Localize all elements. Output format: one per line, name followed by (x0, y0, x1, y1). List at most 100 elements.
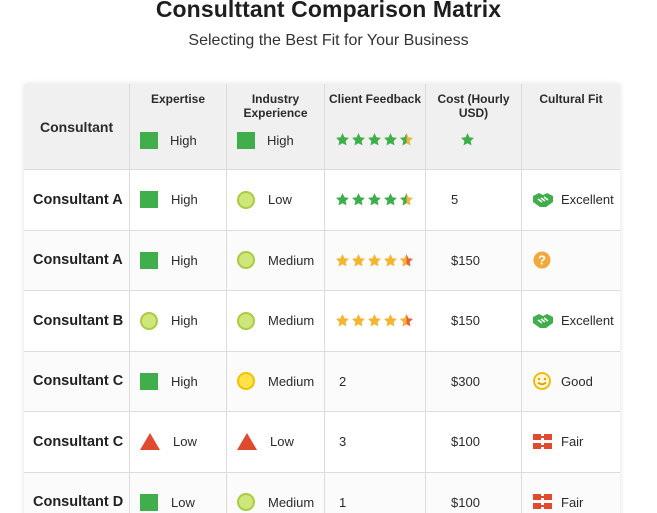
rating-stars (325, 192, 414, 207)
industry-value: Low (268, 192, 292, 208)
fit-cell: Good (522, 371, 593, 391)
expertise-cell: High (130, 191, 198, 209)
light-green-circle-icon (140, 311, 158, 330)
comparison-table: Consultant Expertise High Industry Experien… (24, 84, 620, 513)
industry-cell: Medium (227, 311, 315, 330)
handshake-icon (533, 192, 553, 207)
industry-cell: Medium (227, 251, 315, 270)
fit-value: Excellent (561, 192, 614, 208)
handshake-icon (533, 313, 553, 328)
table-row: Consultant B (24, 291, 130, 352)
green-square-icon (140, 372, 158, 390)
star-icon (336, 193, 349, 206)
fit-cell: Fair (522, 492, 583, 512)
page-title: Consulttant Comparison Matrix (155, 0, 502, 22)
industry-value: Low (270, 434, 294, 450)
yellow-circle-icon (237, 372, 255, 391)
consultant-name: Consultant C (33, 433, 124, 450)
legend-text: High (170, 133, 197, 148)
star-icon (352, 253, 365, 267)
table-row: Consultant A (24, 230, 130, 291)
page-subtitle: Selecting the Best Fit for Your Business (188, 32, 469, 49)
expertise-value: High (171, 192, 198, 208)
star-icon (336, 314, 349, 327)
industry-value: Medium (268, 494, 315, 510)
red-triangle-icon (237, 433, 257, 451)
star-icon (400, 193, 413, 206)
expertise-value: High (171, 252, 198, 268)
fit-cell: Fair (522, 432, 583, 452)
star-icon (352, 133, 365, 146)
header-feedback-legend (325, 132, 414, 147)
table-row: Consultant C (24, 412, 130, 473)
fit-value: Fair (561, 434, 584, 450)
cost-value: 5 (451, 192, 459, 208)
green-square-icon (140, 132, 158, 149)
header-fit: Cultural Fit (539, 92, 603, 106)
consultant-name: Consultant A (33, 252, 123, 269)
green-square-icon (140, 493, 158, 511)
fit-cell: Excellent (522, 311, 614, 331)
light-green-circle-icon (237, 190, 255, 209)
fit-value: Fair (561, 494, 584, 510)
star-icon (384, 314, 397, 327)
puzzle-icon (533, 433, 552, 449)
header-industry-legend: High (237, 132, 294, 149)
header-industry: Industry Experience (243, 92, 308, 120)
consultant-name: Consultant C (33, 373, 124, 390)
header-feedback: Client Feedback (328, 92, 422, 106)
industry-value: Medium (268, 313, 315, 329)
table-row: Consultant D (24, 472, 130, 513)
star-icon (461, 133, 474, 146)
expertise-cell: Low (130, 493, 195, 511)
star-icon (400, 314, 413, 327)
expertise-value: High (171, 313, 198, 329)
star-icon (368, 253, 381, 267)
expertise-value: High (171, 373, 198, 389)
industry-value: Medium (268, 373, 315, 389)
cost-value: $100 (451, 494, 480, 510)
header-cost-legend (460, 132, 475, 147)
smiley-icon (533, 372, 551, 391)
consultant-name: Consultant D (33, 494, 124, 511)
green-square-icon (140, 191, 158, 209)
rating-stars (325, 253, 414, 268)
cost-value: $150 (451, 252, 480, 268)
star-icon (368, 314, 381, 327)
star-icon (336, 253, 349, 267)
industry-value: Medium (268, 252, 315, 268)
red-triangle-icon (140, 433, 160, 451)
light-green-circle-icon (237, 251, 255, 270)
rating-stars (325, 132, 414, 147)
table-row: Consultant C (24, 351, 130, 412)
expertise-cell: High (130, 311, 198, 330)
star-icon (384, 133, 397, 146)
industry-cell: Medium (227, 493, 315, 512)
star-icon (368, 133, 381, 146)
expertise-cell: Low (130, 433, 197, 451)
star-icon (368, 193, 381, 206)
consultant-name: Consultant A (33, 191, 123, 208)
expertise-cell: High (130, 372, 198, 390)
feedback-value: 1 (339, 494, 347, 510)
rating-stars (325, 313, 414, 328)
star-icon (400, 133, 413, 146)
star-icon (352, 193, 365, 206)
feedback-value: 3 (339, 434, 347, 450)
star-icon (336, 133, 349, 146)
green-square-icon (140, 251, 158, 269)
svg-text:?: ? (538, 253, 546, 268)
star-icon (352, 314, 365, 327)
feedback-value: 2 (339, 373, 347, 389)
expertise-value: Low (171, 494, 195, 510)
expertise-value: Low (173, 434, 197, 450)
fit-value: Good (561, 373, 593, 389)
cost-value: $150 (451, 313, 480, 329)
star-icon (400, 253, 413, 267)
green-square-icon (237, 132, 255, 149)
fit-cell: Excellent (522, 190, 614, 210)
header-cost: Cost (Hourly USD) (437, 92, 510, 120)
puzzle-icon (533, 494, 552, 510)
fit-value: Excellent (561, 313, 614, 329)
legend-text: High (267, 133, 294, 148)
